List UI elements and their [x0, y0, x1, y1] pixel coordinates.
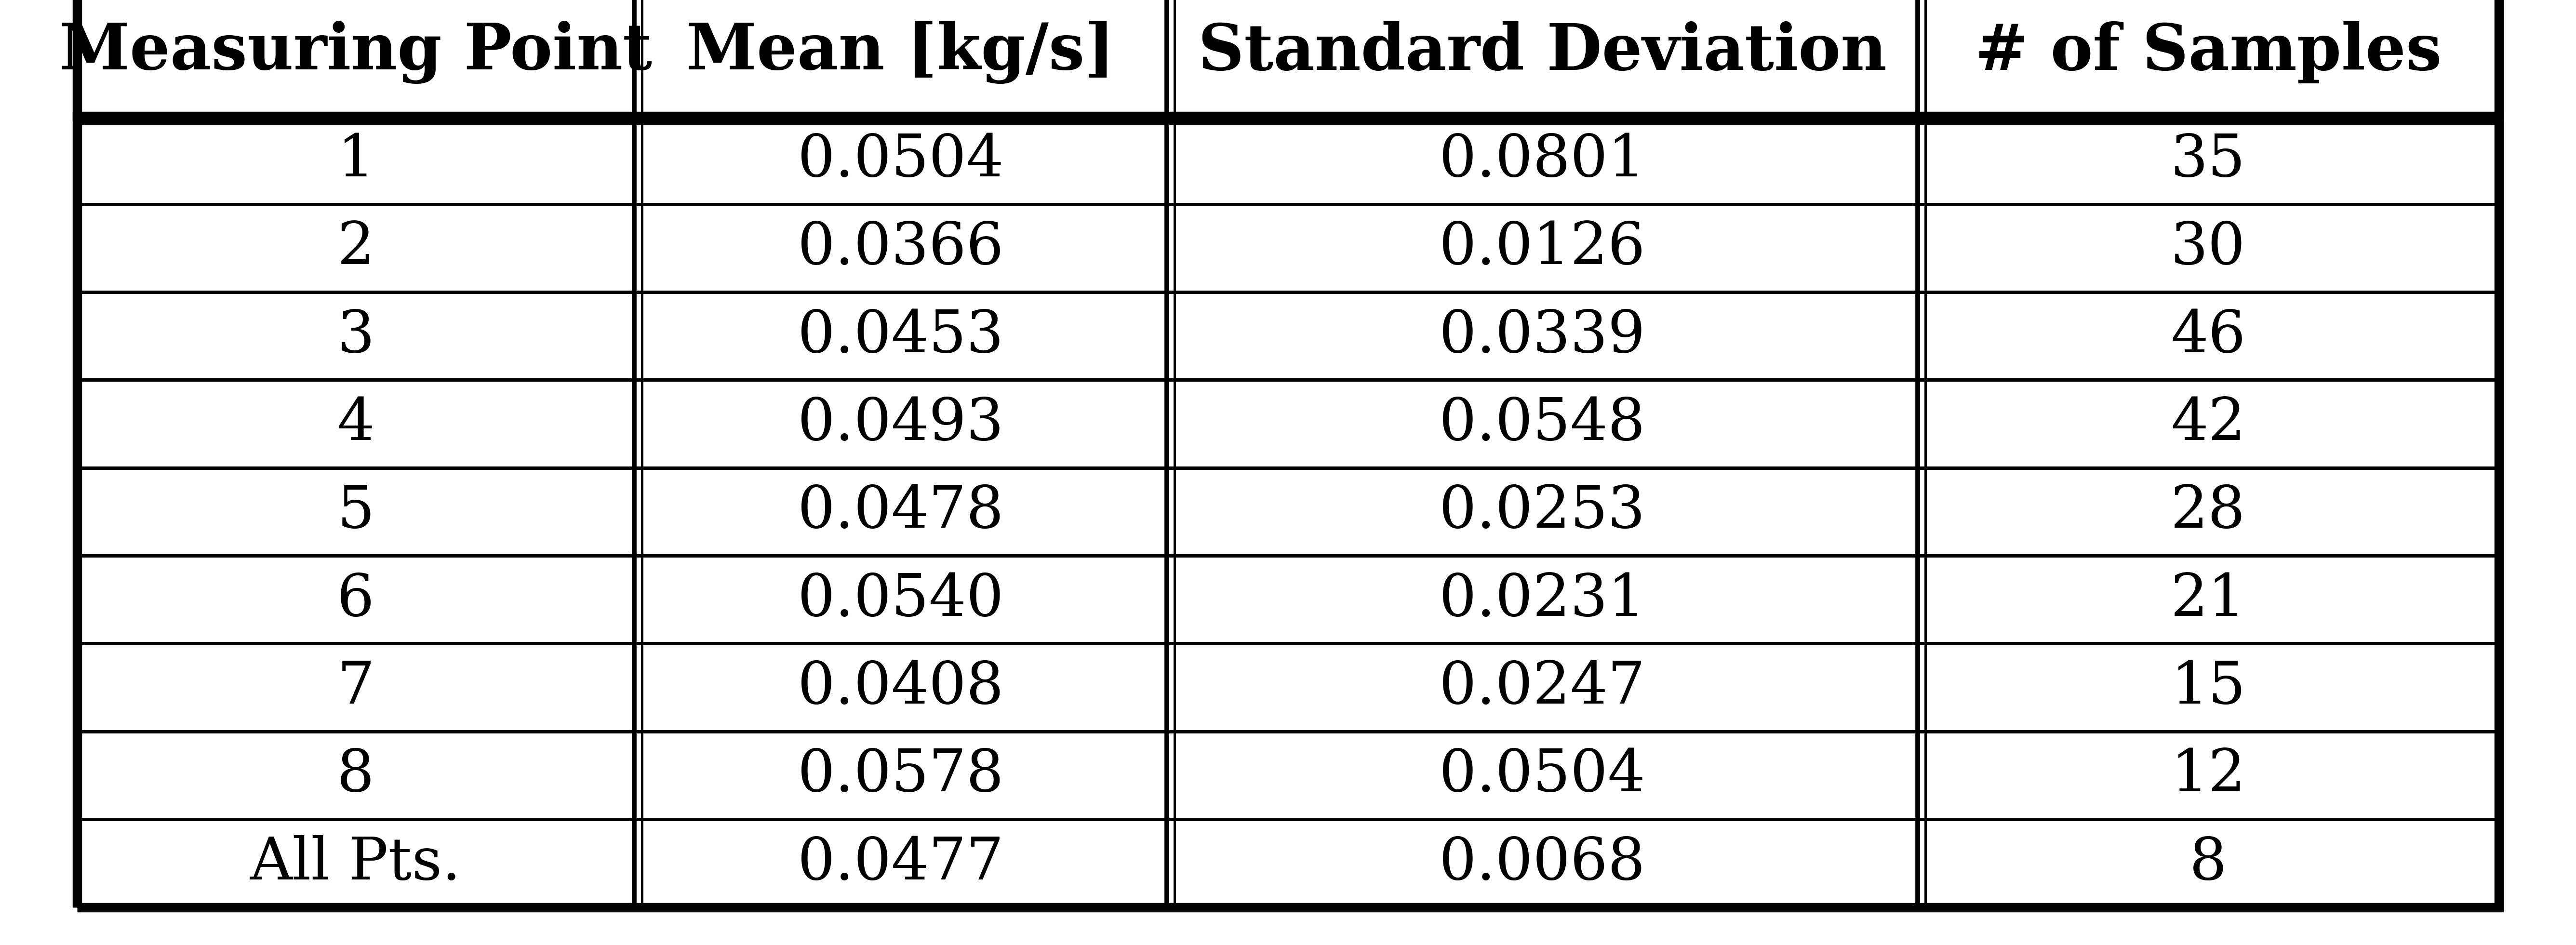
Text: 4: 4 [337, 396, 374, 452]
Bar [634, 644, 1167, 731]
Text: 0.0504: 0.0504 [1440, 747, 1646, 803]
Bar [1917, 644, 2499, 731]
Text: 0.0540: 0.0540 [799, 572, 1005, 627]
Bar [1917, 204, 2499, 292]
Bar [1917, 731, 2499, 819]
Bar [1167, 380, 1917, 468]
Bar [1917, 0, 2499, 116]
Text: 12: 12 [2172, 747, 2246, 803]
Text: All Pts.: All Pts. [250, 835, 461, 891]
Bar [1167, 819, 1917, 907]
Bar [77, 204, 634, 292]
Bar [634, 116, 1167, 204]
Text: 0.0408: 0.0408 [799, 660, 1005, 715]
Bar [1917, 116, 2499, 204]
Bar [1917, 380, 2499, 468]
Text: 2: 2 [337, 220, 374, 276]
Bar [1167, 644, 1917, 731]
Text: 0.0366: 0.0366 [799, 220, 1005, 276]
Text: 0.0477: 0.0477 [799, 835, 1005, 891]
Text: 0.0801: 0.0801 [1440, 132, 1646, 188]
Text: 5: 5 [337, 484, 374, 540]
Text: 0.0453: 0.0453 [799, 308, 1005, 364]
Bar [634, 292, 1167, 380]
Text: 30: 30 [2172, 220, 2246, 276]
Bar [77, 644, 634, 731]
Bar [77, 116, 634, 204]
Bar [1917, 556, 2499, 644]
Text: 0.0478: 0.0478 [799, 484, 1005, 540]
Text: 0.0339: 0.0339 [1440, 308, 1646, 364]
Bar [1167, 204, 1917, 292]
Text: 0.0126: 0.0126 [1440, 220, 1646, 276]
Text: # of Samples: # of Samples [1976, 22, 2442, 83]
Text: 0.0493: 0.0493 [799, 396, 1005, 452]
Text: Measuring Point: Measuring Point [59, 21, 652, 84]
Bar [634, 0, 1167, 116]
Bar [634, 468, 1167, 556]
Text: Mean [kg/s]: Mean [kg/s] [685, 21, 1115, 84]
Bar [77, 292, 634, 380]
Text: 0.0504: 0.0504 [799, 132, 1005, 188]
Bar [77, 380, 634, 468]
Bar [634, 380, 1167, 468]
Bar [634, 556, 1167, 644]
Bar [1167, 292, 1917, 380]
Bar [77, 468, 634, 556]
Bar [634, 731, 1167, 819]
Bar [634, 819, 1167, 907]
Bar [1917, 819, 2499, 907]
Text: 0.0068: 0.0068 [1440, 835, 1646, 891]
Text: 0.0548: 0.0548 [1440, 396, 1646, 452]
Text: 8: 8 [2190, 835, 2226, 891]
Text: 7: 7 [337, 660, 374, 715]
Bar [77, 819, 634, 907]
Text: 0.0231: 0.0231 [1440, 572, 1646, 627]
Text: 1: 1 [337, 132, 374, 188]
Bar [1167, 0, 1917, 116]
Bar [1167, 556, 1917, 644]
Text: 35: 35 [2172, 132, 2246, 188]
Bar [77, 0, 634, 116]
Text: 46: 46 [2172, 308, 2246, 364]
Text: Standard Deviation: Standard Deviation [1198, 22, 1886, 83]
Text: 0.0578: 0.0578 [799, 747, 1005, 803]
Text: 6: 6 [337, 572, 374, 627]
Bar [634, 204, 1167, 292]
Bar [1917, 468, 2499, 556]
Text: 3: 3 [337, 308, 374, 364]
Text: 42: 42 [2172, 396, 2246, 452]
Bar [1167, 116, 1917, 204]
Text: 15: 15 [2172, 660, 2246, 715]
Text: 28: 28 [2172, 484, 2246, 540]
Text: 0.0253: 0.0253 [1440, 484, 1646, 540]
Text: 21: 21 [2172, 572, 2246, 627]
Bar [1167, 731, 1917, 819]
Bar [1917, 292, 2499, 380]
Text: 0.0247: 0.0247 [1440, 660, 1646, 715]
Text: 8: 8 [337, 747, 374, 803]
Bar [77, 731, 634, 819]
Bar [1167, 468, 1917, 556]
Bar [77, 556, 634, 644]
